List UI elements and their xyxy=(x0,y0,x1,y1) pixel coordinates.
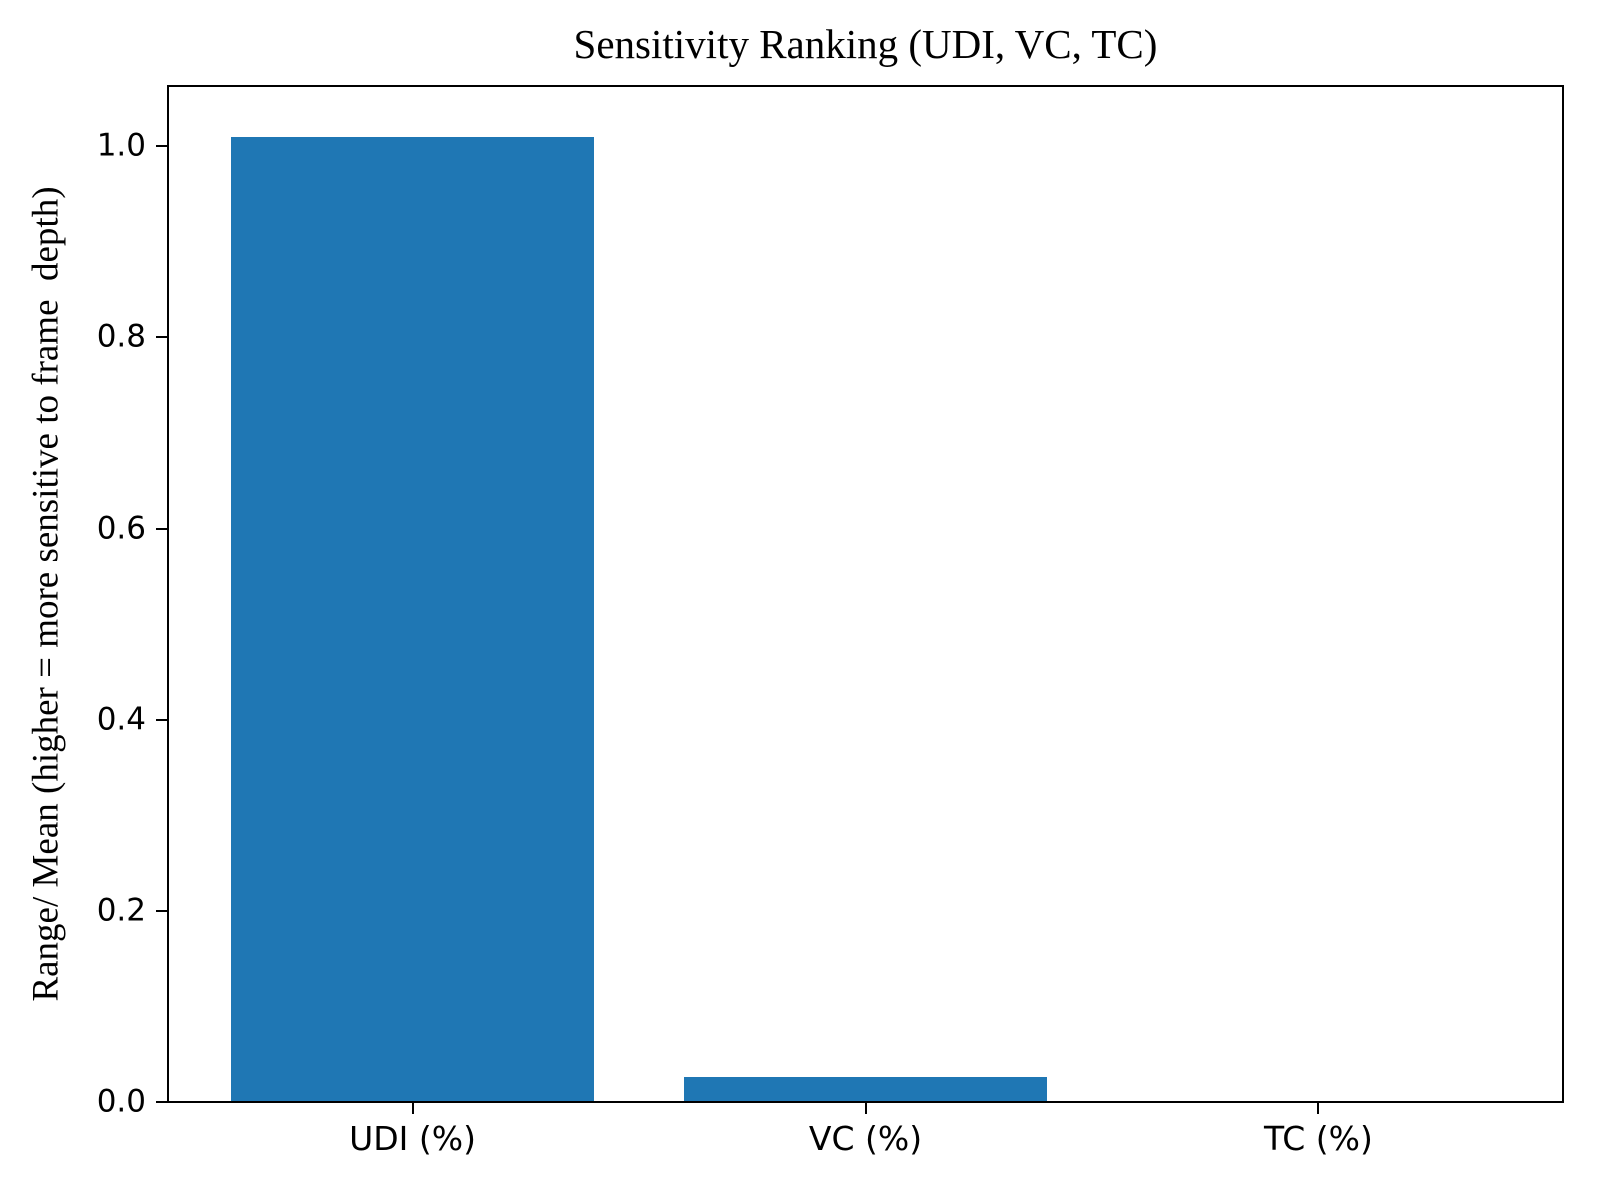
y-tick-mark xyxy=(156,336,168,339)
bar xyxy=(684,1077,1047,1102)
y-tick-mark xyxy=(156,1101,168,1103)
y-tick-mark xyxy=(156,909,168,912)
y-tick-label: 0.0 xyxy=(96,1083,146,1120)
y-tick-mark xyxy=(156,145,168,148)
plot-area xyxy=(167,85,1564,1103)
x-tick-label: UDI (%) xyxy=(349,1119,477,1158)
x-tick-mark xyxy=(864,1102,867,1114)
chart-title: Sensitivity Ranking (UDI, VC, TC) xyxy=(573,21,1158,67)
y-tick-label: 0.6 xyxy=(96,510,146,547)
bar xyxy=(231,137,594,1102)
x-tick-mark xyxy=(1317,1102,1320,1114)
y-tick-label: 1.0 xyxy=(96,127,146,164)
y-tick-mark xyxy=(156,527,168,530)
y-tick-mark xyxy=(156,718,168,721)
y-axis-label: Range/ Mean (higher = more sensitive to … xyxy=(25,186,67,1002)
y-tick-label: 0.4 xyxy=(96,701,146,738)
x-tick-label: VC (%) xyxy=(808,1119,923,1158)
x-tick-mark xyxy=(411,1102,414,1114)
x-tick-label: TC (%) xyxy=(1263,1119,1373,1158)
y-tick-label: 0.2 xyxy=(96,892,146,929)
y-tick-label: 0.8 xyxy=(96,318,146,355)
